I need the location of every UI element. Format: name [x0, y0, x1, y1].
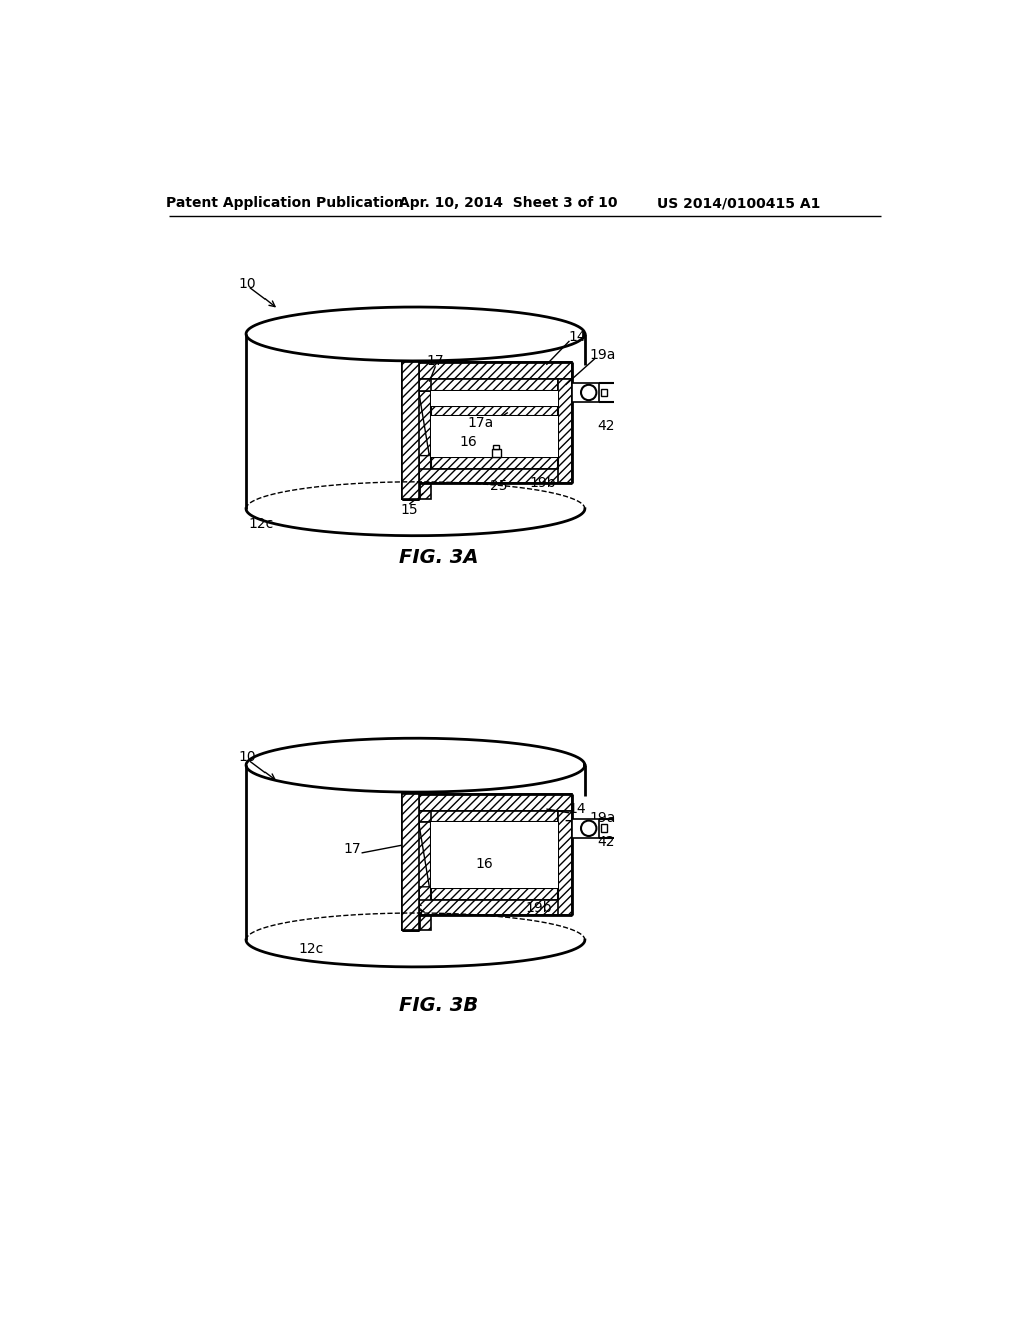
Bar — [492, 449, 501, 457]
Polygon shape — [419, 469, 571, 483]
Text: FIG. 3A: FIG. 3A — [398, 548, 478, 566]
Polygon shape — [431, 888, 558, 900]
Text: FIG. 3B: FIG. 3B — [399, 995, 478, 1015]
Text: 10: 10 — [239, 751, 256, 764]
Polygon shape — [401, 793, 419, 929]
Polygon shape — [403, 821, 416, 878]
Text: 12c: 12c — [249, 517, 274, 531]
Polygon shape — [419, 391, 431, 499]
Text: 12c: 12c — [299, 942, 325, 956]
Polygon shape — [401, 793, 571, 810]
Polygon shape — [431, 416, 558, 457]
Text: 16: 16 — [476, 858, 494, 871]
Text: 17a: 17a — [468, 416, 494, 429]
Text: 42: 42 — [598, 420, 615, 433]
Polygon shape — [419, 822, 431, 929]
Polygon shape — [431, 391, 558, 407]
Text: 10: 10 — [239, 277, 256, 290]
Text: 17: 17 — [343, 842, 361, 857]
Bar — [494, 445, 500, 449]
Polygon shape — [419, 810, 558, 822]
Bar — [601, 388, 607, 396]
Bar — [571, 383, 599, 401]
Text: Patent Application Publication: Patent Application Publication — [166, 197, 403, 210]
Text: 42: 42 — [598, 836, 615, 849]
Polygon shape — [431, 407, 558, 416]
Polygon shape — [403, 812, 429, 887]
Polygon shape — [419, 379, 558, 391]
Text: 15: 15 — [400, 503, 418, 516]
Text: 17: 17 — [427, 354, 444, 368]
Bar — [571, 818, 599, 838]
Text: US 2014/0100415 A1: US 2014/0100415 A1 — [657, 197, 820, 210]
Text: 25: 25 — [489, 479, 507, 492]
Polygon shape — [403, 381, 429, 455]
Text: 19b: 19b — [529, 477, 556, 490]
Polygon shape — [558, 810, 571, 915]
Polygon shape — [401, 363, 419, 499]
Polygon shape — [401, 363, 419, 499]
Polygon shape — [558, 379, 571, 483]
Polygon shape — [401, 793, 419, 929]
Bar — [601, 825, 607, 832]
Text: 14: 14 — [568, 330, 586, 345]
Polygon shape — [419, 379, 431, 391]
Text: Apr. 10, 2014  Sheet 3 of 10: Apr. 10, 2014 Sheet 3 of 10 — [398, 197, 617, 210]
Polygon shape — [431, 822, 558, 888]
Polygon shape — [401, 363, 571, 379]
Polygon shape — [431, 457, 558, 469]
Text: 19a: 19a — [590, 347, 615, 362]
Polygon shape — [419, 900, 571, 915]
Text: 16: 16 — [459, 434, 477, 449]
Text: 19a: 19a — [590, 812, 615, 825]
Text: 19b: 19b — [525, 900, 552, 915]
Text: 15: 15 — [407, 904, 424, 919]
Polygon shape — [419, 810, 431, 822]
Text: 14: 14 — [568, 803, 586, 816]
Polygon shape — [403, 391, 416, 446]
